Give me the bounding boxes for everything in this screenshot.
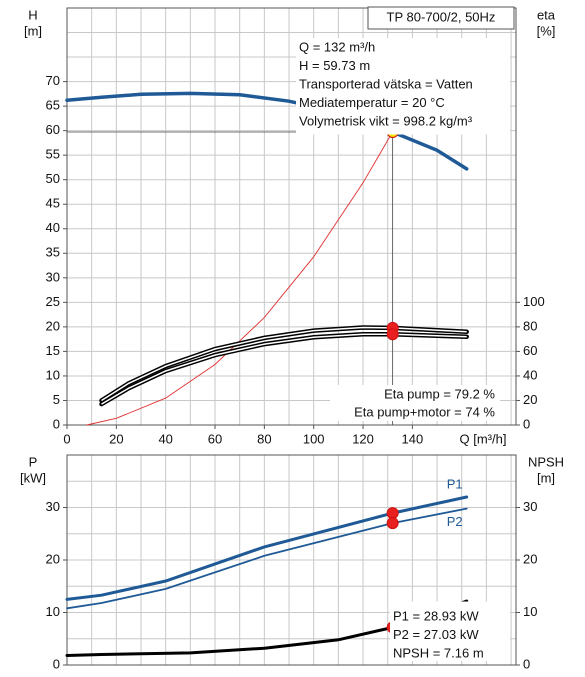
note-line: Eta pump+motor = 74 %: [354, 404, 495, 419]
y-tick-label: 15: [46, 343, 60, 358]
info-line: Transporterad vätska = Vatten: [299, 76, 473, 91]
operating-point-marker: [386, 517, 399, 530]
y2-axis-label: NPSH: [528, 454, 564, 469]
y-tick-label: 55: [46, 147, 60, 162]
x-tick-label: 120: [352, 431, 374, 446]
y-tick-label: 10: [46, 367, 60, 382]
x-tick-label: 40: [158, 431, 172, 446]
note-line: Eta pump = 79.2 %: [384, 386, 495, 401]
x-tick-label: 80: [257, 431, 271, 446]
y-tick-label: 35: [46, 245, 60, 260]
curve-inner: [101, 333, 467, 405]
info-line: Volymetrisk vikt = 998.2 kg/m³: [299, 113, 473, 128]
y2-axis-unit: [%]: [537, 23, 556, 38]
y-tick-label: 0: [53, 416, 60, 431]
operating-point-marker: [386, 328, 399, 341]
y2-tick-label: 40: [523, 367, 537, 382]
x-tick-label: 140: [402, 431, 424, 446]
info-line: Mediatemperatur = 20 °C: [299, 95, 445, 110]
note-line: P2 = 27.03 kW: [393, 627, 479, 642]
operating-point-marker: [386, 507, 399, 520]
y2-tick-label: 80: [523, 318, 537, 333]
y-tick-label: 0: [53, 656, 60, 671]
y-tick-label: 30: [46, 499, 60, 514]
y2-tick-label: 0: [523, 416, 530, 431]
y-tick-label: 45: [46, 196, 60, 211]
x-tick-label: 0: [63, 431, 70, 446]
y2-tick-label: 20: [523, 392, 537, 407]
y-tick-label: 5: [53, 392, 60, 407]
x-axis-label: Q [m³/h]: [460, 431, 507, 446]
info-background: [296, 38, 510, 135]
y-axis-unit: [m]: [24, 23, 42, 38]
chart-title: TP 80-700/2, 50Hz: [387, 9, 496, 24]
y-tick-label: 10: [46, 604, 60, 619]
y2-tick-label: 20: [523, 551, 537, 566]
y-axis-unit: [kW]: [20, 470, 46, 485]
y-tick-label: 20: [46, 318, 60, 333]
info-line: Q = 132 m³/h: [299, 39, 375, 54]
curve-label: P1: [447, 476, 463, 491]
note-line: P1 = 28.93 kW: [393, 608, 479, 623]
y-tick-label: 70: [46, 73, 60, 88]
note-line: NPSH = 7.16 m: [393, 645, 484, 660]
curve: [65, 495, 469, 601]
y-tick-label: 40: [46, 220, 60, 235]
y2-tick-label: 30: [523, 499, 537, 514]
y2-axis-label: eta: [537, 7, 556, 22]
y-tick-label: 50: [46, 171, 60, 186]
y2-tick-label: 0: [523, 656, 530, 671]
y-tick-label: 60: [46, 122, 60, 137]
x-tick-label: 20: [109, 431, 123, 446]
note-background: [390, 601, 510, 661]
curve-inner: [101, 326, 467, 402]
x-tick-label: 60: [208, 431, 222, 446]
plot-frame: [66, 7, 517, 426]
y2-axis-unit: [m]: [537, 470, 555, 485]
y2-tick-label: 60: [523, 343, 537, 358]
y-tick-label: 30: [46, 269, 60, 284]
y-tick-label: 20: [46, 551, 60, 566]
curve: [66, 507, 468, 610]
y-tick-label: 65: [46, 98, 60, 113]
y2-tick-label: 10: [523, 604, 537, 619]
curve: [86, 131, 394, 426]
x-tick-label: 100: [303, 431, 325, 446]
y-axis-label: H: [28, 7, 37, 22]
curve: [65, 91, 469, 171]
curve-label: P2: [447, 514, 463, 529]
y-axis-label: P: [29, 454, 38, 469]
title-box: [367, 6, 515, 30]
info-line: H = 59.73 m: [299, 58, 370, 73]
y-tick-label: 25: [46, 294, 60, 309]
y2-tick-label: 100: [523, 294, 545, 309]
note-background: [330, 385, 500, 421]
